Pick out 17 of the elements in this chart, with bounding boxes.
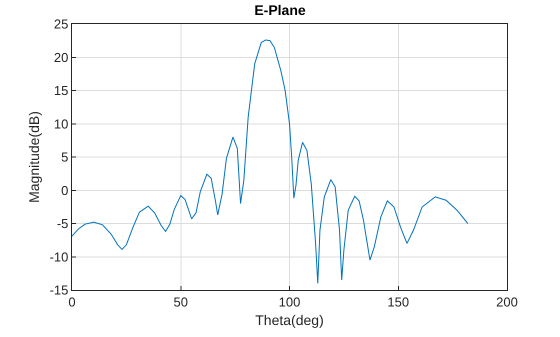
y-axis-title: Magnitude(dB) xyxy=(26,111,42,203)
x-tick-label: 100 xyxy=(278,294,300,310)
x-tick-label: 50 xyxy=(174,294,188,310)
y-tick-label: 10 xyxy=(54,116,68,132)
y-tick-label: 5 xyxy=(61,150,68,165)
y-tick-label: 0 xyxy=(61,182,68,198)
y-tick-label: -10 xyxy=(50,249,68,264)
y-tick-label: 15 xyxy=(54,83,68,98)
x-axis-title: Theta(deg) xyxy=(255,312,324,328)
x-tick-label: 150 xyxy=(387,294,410,310)
x-tick-label: 200 xyxy=(496,294,518,310)
y-tick-label: 20 xyxy=(54,50,68,65)
y-tick-label: -15 xyxy=(50,282,68,298)
y-tick-label: 25 xyxy=(54,16,68,32)
line-series xyxy=(72,39,468,284)
chart-title: E-Plane xyxy=(254,2,306,18)
y-tick-label: -5 xyxy=(56,216,68,232)
